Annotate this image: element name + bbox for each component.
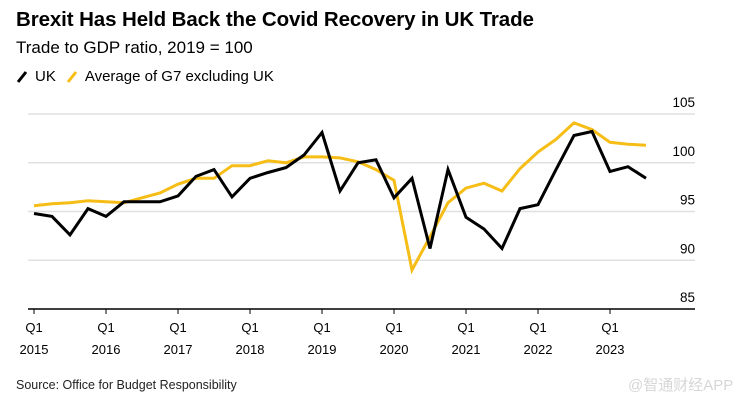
- x-tick-label-quarter: Q1: [169, 320, 186, 335]
- chart-subtitle: Trade to GDP ratio, 2019 = 100: [16, 38, 253, 57]
- legend-swatch-g7-icon: [66, 70, 78, 83]
- chart-title: Brexit Has Held Back the Covid Recovery …: [16, 8, 534, 31]
- x-tick-label-year: 2017: [164, 342, 193, 357]
- legend-item-g7: Average of G7 excluding UK: [66, 68, 274, 85]
- y-tick-label-105: 105: [672, 95, 695, 110]
- x-tick-label-quarter: Q1: [385, 320, 402, 335]
- y-tick-label-95: 95: [680, 193, 695, 208]
- x-tick-label-year: 2016: [92, 342, 121, 357]
- y-axis-labels: 85 90 95 100 105: [672, 95, 695, 305]
- x-tick-label-year: 2022: [524, 342, 553, 357]
- legend-label-g7: Average of G7 excluding UK: [84, 68, 274, 85]
- watermark: @智通财经APP: [628, 377, 734, 394]
- y-tick-label-100: 100: [672, 144, 695, 159]
- y-tick-label-90: 90: [680, 241, 695, 256]
- legend: UK Average of G7 excluding UK: [16, 68, 284, 85]
- x-tick-label-year: 2023: [596, 342, 625, 357]
- y-tick-label-85: 85: [680, 290, 695, 305]
- x-tick-label-year: 2015: [20, 342, 49, 357]
- x-tick-label-quarter: Q1: [97, 320, 114, 335]
- x-tick-label-year: 2019: [308, 342, 337, 357]
- legend-item-uk: UK: [16, 68, 56, 85]
- x-axis: Q1 2015 Q1 2016 Q1 2017 Q1 2018 Q1 2019 Q1 2020 Q1 20…: [20, 308, 695, 357]
- source-note: Source: Office for Budget Responsibility: [16, 378, 237, 392]
- x-tick-label-year: 2018: [236, 342, 265, 357]
- x-tick-label-quarter: Q1: [241, 320, 258, 335]
- x-tick-label-year: 2021: [452, 342, 481, 357]
- x-tick-label-quarter: Q1: [601, 320, 618, 335]
- series-line-g7: [33, 121, 647, 275]
- legend-label-uk: UK: [35, 68, 56, 85]
- x-tick-label-quarter: Q1: [457, 320, 474, 335]
- series-line-uk: [33, 129, 647, 252]
- x-tick-label-quarter: Q1: [529, 320, 546, 335]
- x-tick-label-quarter: Q1: [313, 320, 330, 335]
- legend-swatch-uk-icon: [16, 70, 28, 83]
- series-lines: [33, 121, 647, 275]
- x-tick-label-year: 2020: [380, 342, 409, 357]
- x-tick-label-quarter: Q1: [25, 320, 42, 335]
